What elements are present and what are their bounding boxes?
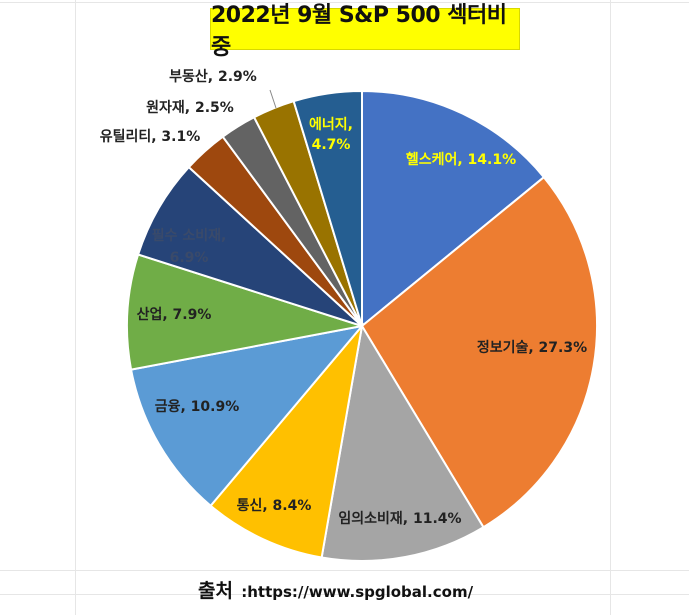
source-credit: 출처 :https://www.spglobal.com/: [198, 576, 498, 606]
pie-label-9: 부동산, 2.9%: [169, 68, 257, 85]
sheet-gridline: [0, 594, 689, 595]
pie-slice-0: [361, 89, 546, 329]
pie-label-3: 통신, 8.4%: [237, 498, 312, 514]
pie-label-0: 헬스케어, 14.1%: [406, 151, 516, 168]
pie-slice-10: [292, 89, 363, 327]
pie-slice-5: [126, 253, 363, 371]
pie-label-10: 에너지, 4.7%: [309, 117, 353, 153]
pie-label-6: 필수 소비재, 6.9%: [152, 227, 227, 266]
sheet-gridline: [0, 570, 689, 571]
pie-label-7: 유틸리티, 3.1%: [100, 129, 201, 145]
pie-label-2: 임의소비재, 11.4%: [338, 510, 461, 527]
pie-slice-3: [209, 322, 364, 559]
pie-label-8: 원자재, 2.5%: [146, 100, 234, 116]
source-label: 출처: [198, 580, 233, 602]
pie-label-5: 산업, 7.9%: [137, 306, 212, 323]
pie-label-1: 정보기술, 27.3%: [477, 339, 587, 356]
leader-line: [269, 89, 277, 109]
sheet-gridcol: [75, 0, 76, 615]
source-url: :https://www.spglobal.com/: [241, 583, 474, 601]
pie-slice-1: [360, 175, 598, 529]
pie-slice-2: [320, 323, 485, 562]
sheet-gridcol: [610, 0, 611, 615]
pie-slice-4: [129, 324, 365, 508]
sheet-gridline: [0, 2, 689, 3]
chart-title: 2022년 9월 S&P 500 섹터비중: [210, 3, 520, 60]
pie-label-4: 금융, 10.9%: [155, 399, 240, 415]
